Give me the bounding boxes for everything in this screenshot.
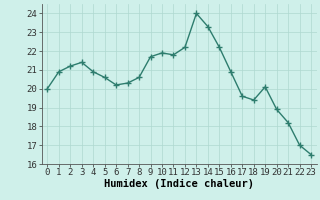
X-axis label: Humidex (Indice chaleur): Humidex (Indice chaleur) xyxy=(104,179,254,189)
